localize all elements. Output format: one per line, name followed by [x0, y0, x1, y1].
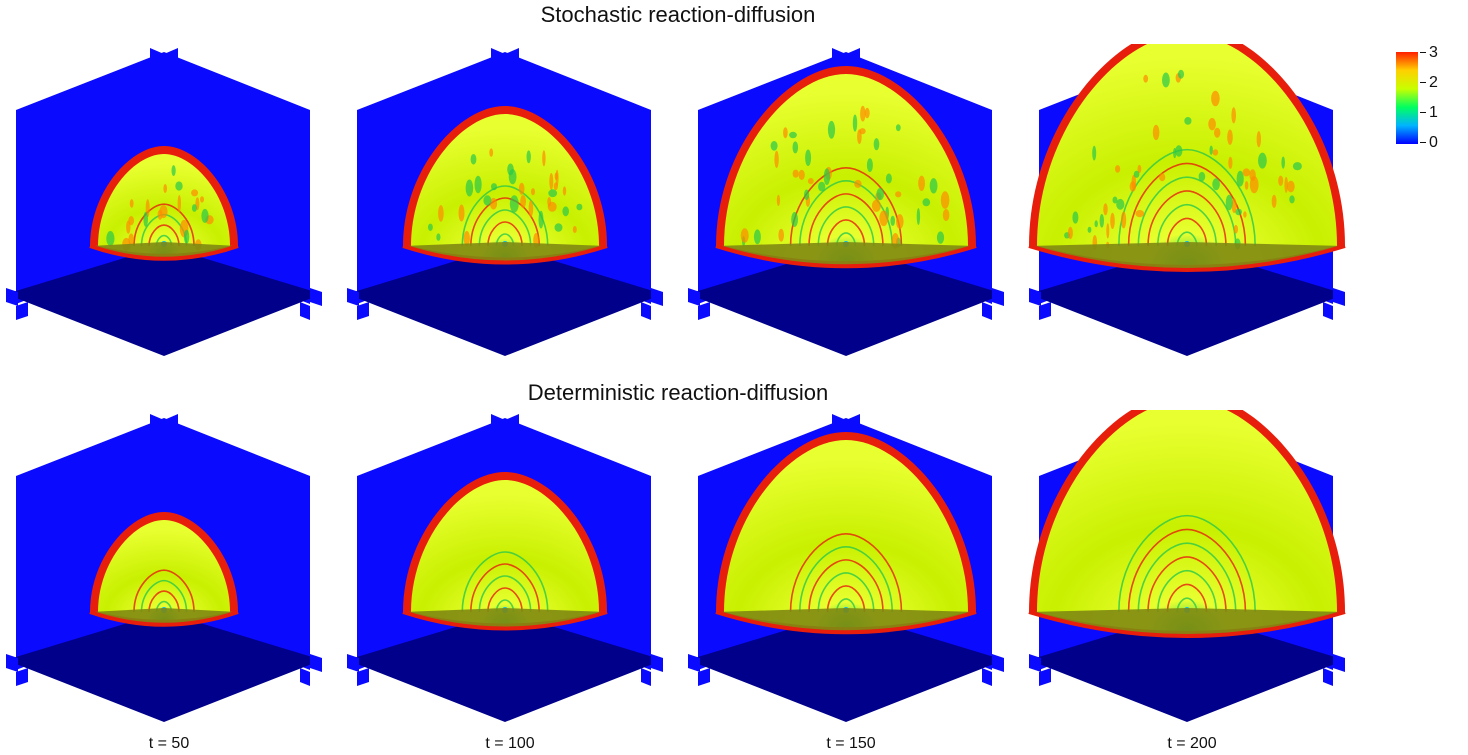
slice-view: [6, 48, 322, 356]
floor-plane: [1029, 612, 1345, 722]
wave-interior: [1037, 44, 1337, 265]
colorbar-tick-1: 1: [1420, 104, 1438, 122]
slice-view: [1028, 44, 1346, 356]
slice-view: [6, 414, 322, 722]
colorbar: [1396, 52, 1418, 144]
slice-view: [688, 414, 1004, 722]
floor-plane: [347, 612, 663, 722]
time-label-t100: t = 100: [485, 735, 535, 752]
deterministic-panel-t150: [686, 410, 1016, 730]
colorbar-tick-2: 2: [1420, 74, 1438, 92]
stochastic-panel-t200: [1027, 44, 1357, 364]
wave-interior: [1037, 410, 1337, 631]
stochastic-panel-t50: [4, 44, 334, 364]
slice-view: [347, 414, 663, 722]
stochastic-panel-t100: [345, 44, 675, 364]
colorbar-tick-0: 0: [1420, 134, 1438, 152]
slice-view: [688, 48, 1004, 356]
deterministic-panel-t50: [4, 410, 334, 730]
slice-view: [1028, 410, 1346, 722]
stochastic-title: Stochastic reaction-diffusion: [540, 2, 816, 27]
deterministic-title: Deterministic reaction-diffusion: [527, 380, 829, 405]
deterministic-panel-t100: [345, 410, 675, 730]
floor-plane: [1029, 246, 1345, 356]
time-label-t200: t = 200: [1167, 735, 1217, 752]
stochastic-panel-t150: [686, 44, 1016, 364]
deterministic-panel-t200: [1027, 410, 1357, 730]
slice-view: [347, 48, 663, 356]
colorbar-tick-3: 3: [1420, 44, 1438, 62]
floor-plane: [6, 246, 322, 356]
floor-plane: [688, 612, 1004, 722]
time-label-t150: t = 150: [826, 735, 876, 752]
floor-plane: [347, 246, 663, 356]
floor-plane: [6, 612, 322, 722]
time-label-t50: t = 50: [148, 735, 190, 752]
floor-plane: [688, 246, 1004, 356]
